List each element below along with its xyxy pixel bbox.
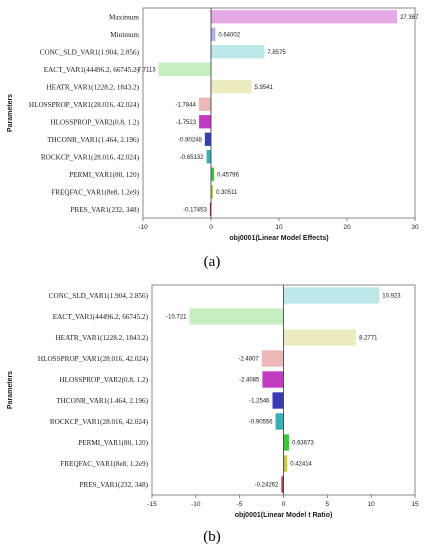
bar (189, 308, 284, 325)
bar (199, 115, 211, 129)
x-tick-label: 5 (326, 501, 330, 508)
bar (283, 455, 288, 472)
x-tick-label: -5 (237, 501, 243, 508)
plot-area (142, 7, 416, 219)
x-tick-label: 20 (343, 224, 351, 231)
y-axis-title: Parameters (7, 371, 14, 409)
bar (275, 413, 284, 430)
t-ratio-bar-chart: CONC_SLD_VAR1(1.904, 2.856) 10.923 EACT_VA… (7, 284, 419, 519)
x-tick-label: 30 (411, 224, 419, 231)
bar (204, 132, 211, 146)
bar (211, 185, 214, 199)
category-label: HLOSSPROP_VAR1(28.016, 42.024) (29, 101, 140, 109)
chart-panel-a: Maximum 27.367 Minimum 0.64002 CONC_SLD_VAR1… (0, 0, 424, 270)
bar (211, 10, 398, 24)
category-label: THCONR_VAR1(1.464, 2.196) (47, 136, 139, 144)
category-label: HLOSSPROP_VAR1(28.016, 42.024) (38, 355, 149, 363)
bar (281, 476, 284, 493)
category-label: EACT_VAR1(44496.2, 66745.2) (44, 66, 140, 74)
panel-caption-b: (b) (203, 529, 221, 545)
category-label: HLOSSPROP_VAR2(0.8, 1.2) (59, 376, 148, 384)
x-tick-label: 10 (368, 501, 376, 508)
value-label: -1.7523 (176, 120, 197, 126)
chart-panel-b: CONC_SLD_VAR1(1.904, 2.856) 10.923 EACT_VA… (0, 275, 424, 545)
value-label: 10.923 (382, 294, 401, 300)
category-label: HEATR_VAR1(1228.2, 1843.2) (46, 83, 139, 91)
category-label: Maximum (109, 13, 139, 21)
category-label: FREQFAC_VAR1(8e8, 1.2e9) (60, 460, 148, 468)
value-label: 0.42414 (290, 462, 312, 468)
value-label: -0.90556 (249, 420, 273, 426)
x-tick-label: -10 (138, 224, 148, 231)
value-label: -0.24262 (255, 483, 279, 489)
x-tick-label: 15 (411, 501, 419, 508)
category-label: HEATR_VAR1(1228.2, 1843.2) (55, 334, 148, 342)
x-axis-title: obj0001(Linear Model t Ratio) (235, 512, 333, 519)
value-label: -2.4085 (239, 378, 260, 384)
x-axis-title: obj0001(Linear Model Effects) (229, 235, 328, 242)
category-label: HLOSSPROP_VAR2(0.8, 1.2) (50, 118, 139, 126)
category-label: ROCKCP_VAR1(28.016, 42.024) (50, 418, 149, 426)
bar (262, 371, 284, 388)
category-label: CONC_SLD_VAR1(1.904, 2.856) (49, 292, 149, 300)
value-label: -0.17453 (183, 207, 207, 213)
value-label: -2.4807 (238, 357, 259, 363)
value-label: -0.65132 (180, 155, 204, 161)
category-label: Minimum (110, 31, 139, 39)
x-tick-label: 0 (209, 224, 213, 231)
category-label: THCONR_VAR1(1.464, 2.196) (56, 397, 148, 405)
category-label: PERMI_VAR1(80, 120) (78, 439, 148, 447)
bar (198, 97, 211, 111)
bar (206, 150, 211, 164)
value-label: 27.367 (400, 15, 419, 21)
value-label: -10.721 (166, 315, 187, 321)
x-tick-label: 10 (275, 224, 283, 231)
category-label: EACT_VAR1(44496.2, 66745.2) (53, 313, 149, 321)
value-label: 0.30511 (216, 190, 238, 196)
value-label: 0.63673 (292, 441, 314, 447)
bar (283, 287, 380, 304)
category-label: FREQFAC_VAR1(8e8, 1.2e9) (51, 188, 139, 196)
category-label: PERMI_VAR1(80, 120) (69, 171, 139, 179)
category-label: CONC_SLD_VAR1(1.904, 2.856) (40, 48, 140, 56)
value-label: -7.7113 (136, 67, 157, 73)
bar (211, 80, 252, 94)
category-label: PRES_VAR1(232, 348) (79, 481, 148, 489)
value-label: -0.90248 (178, 137, 202, 143)
bar (283, 434, 290, 451)
bar (283, 329, 357, 346)
category-label: ROCKCP_VAR1(28.016, 42.024) (41, 153, 140, 161)
value-label: 0.64002 (218, 32, 240, 38)
bar (158, 62, 211, 76)
bar (211, 45, 265, 59)
x-tick-label: -10 (191, 501, 201, 508)
value-label: 5.9541 (254, 85, 273, 91)
value-label: -1.2546 (249, 399, 270, 405)
bar (272, 392, 284, 409)
value-label: 0.45796 (217, 172, 239, 178)
bar (211, 27, 216, 41)
category-label: PRES_VAR1(232, 348) (70, 206, 139, 214)
value-label: 8.2771 (359, 336, 378, 342)
x-tick-label: -15 (147, 501, 157, 508)
value-label: -1.7844 (176, 102, 197, 108)
value-label: 7.8575 (267, 50, 286, 56)
bar (209, 202, 212, 216)
effects-bar-chart: Maximum 27.367 Minimum 0.64002 CONC_SLD_VAR1… (7, 7, 419, 242)
bar (261, 350, 284, 367)
bar (211, 167, 215, 181)
panel-caption-a: (a) (203, 254, 221, 270)
y-axis-title: Parameters (7, 94, 14, 132)
x-tick-label: 0 (282, 501, 286, 508)
